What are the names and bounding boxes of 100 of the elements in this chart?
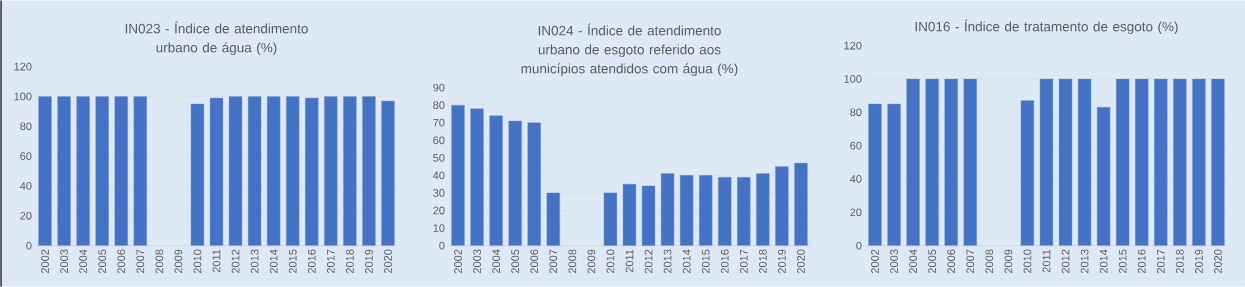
bar: [1039, 78, 1054, 246]
bar: [1173, 78, 1187, 246]
y-tick-label: 80: [20, 122, 32, 131]
y-tick-label: 60: [20, 152, 32, 160]
y-tick-label: 100: [14, 92, 32, 101]
x-tick-label: 2014: [269, 249, 278, 273]
y-tick-label: 0: [439, 241, 445, 250]
bar: [1020, 100, 1035, 246]
y-tick-label: 40: [432, 171, 445, 180]
y-tick-label: 20: [850, 208, 862, 217]
x-tick-label: 2008: [155, 249, 164, 273]
bar: [925, 78, 939, 246]
x-tick-label: 2002: [454, 249, 462, 273]
x-tick-label: 2011: [1042, 249, 1051, 273]
bar: [1211, 78, 1225, 246]
x-tick-label: 2019: [778, 249, 786, 273]
y-tick-label: 30: [433, 188, 445, 197]
x-tick-label: 2016: [720, 249, 729, 273]
chart-title: IN024 - Índice de atendimento urbano de esgoto referido aos municípios atendidos com água (%): [521, 23, 738, 76]
bar: [489, 115, 503, 246]
x-tick-label: 2006: [530, 249, 539, 273]
x-tick-label: 2010: [606, 249, 615, 273]
x-tick-label: 2012: [1061, 249, 1070, 273]
x-tick-label: 2008: [568, 249, 577, 273]
x-tick-label: 2003: [890, 249, 898, 273]
x-tick-label: 2007: [136, 249, 145, 273]
x-tick-label: 2011: [212, 249, 221, 273]
bar: [508, 120, 522, 246]
bar: [1154, 78, 1168, 246]
y-tick-label: 90: [433, 83, 445, 92]
bar: [1077, 78, 1092, 246]
x-tick-label: 2013: [663, 249, 672, 273]
x-tick-label: 2010: [1023, 249, 1032, 273]
x-tick-label: 2005: [511, 249, 520, 273]
x-tick-label: 2009: [587, 249, 596, 273]
x-tick-label: 2015: [288, 249, 297, 273]
y-tick-label: 20: [433, 206, 445, 215]
y-tick-label: 60: [433, 136, 445, 145]
x-tick-label: 2011: [625, 249, 634, 273]
y-tick-label: 60: [850, 141, 862, 150]
bar: [641, 185, 656, 246]
bar: [794, 162, 808, 246]
bar: [527, 122, 541, 246]
x-tick-label: 2019: [1194, 249, 1203, 273]
x-tick-label: 2009: [1004, 249, 1013, 273]
x-tick-label: 2015: [701, 249, 710, 273]
x-tick-label: 2014: [1099, 249, 1108, 273]
chart-title: IN023 - Índice de atendimento urbano de água (%): [125, 21, 308, 55]
y-tick-label: 80: [850, 108, 862, 117]
x-tick-label: 2005: [98, 249, 107, 273]
y-tick-label: 100: [844, 74, 862, 83]
x-tick-label: 2018: [1175, 249, 1184, 273]
x-tick-label: 2004: [79, 249, 88, 273]
bar: [718, 176, 732, 246]
x-tick-label: 2017: [739, 249, 748, 273]
y-tick-label: 40: [19, 181, 32, 190]
bar: [1058, 78, 1073, 246]
x-tick-label: 2017: [1156, 249, 1165, 273]
bar: [451, 104, 465, 246]
bar: [1115, 78, 1130, 246]
bar: [775, 166, 789, 246]
x-tick-label: 2018: [758, 249, 767, 273]
x-tick-label: 2017: [326, 249, 335, 273]
x-tick-label: 2012: [644, 249, 653, 273]
y-tick-label: 50: [433, 153, 445, 162]
x-tick-label: 2013: [1080, 249, 1089, 273]
x-tick-label: 2015: [1118, 249, 1127, 273]
y-tick-label: 120: [14, 62, 32, 71]
x-tick-label: 2002: [41, 249, 49, 273]
x-tick-label: 2020: [384, 249, 392, 273]
bar: [868, 103, 882, 246]
x-tick-label: 2008: [985, 249, 994, 273]
bar: [470, 108, 484, 246]
bar: [906, 78, 920, 246]
y-tick-label: 0: [26, 241, 32, 250]
bar: [546, 192, 560, 246]
y-tick-label: 70: [433, 118, 445, 127]
bar: [603, 192, 618, 246]
x-tick-label: 2007: [549, 249, 558, 273]
y-tick-label: 0: [856, 241, 862, 250]
bar: [1096, 106, 1111, 246]
x-tick-label: 2012: [231, 249, 240, 273]
bar: [699, 175, 713, 246]
x-tick-label: 2006: [117, 249, 126, 273]
bar: [1135, 78, 1149, 246]
x-tick-label: 2020: [1214, 249, 1222, 273]
bar: [756, 173, 770, 246]
y-tick-label: 120: [844, 41, 862, 50]
x-tick-label: 2020: [797, 249, 805, 273]
x-tick-label: 2007: [966, 249, 975, 273]
x-tick-label: 2009: [174, 249, 183, 273]
y-tick-label: 10: [433, 224, 445, 232]
x-tick-label: 2002: [871, 249, 879, 273]
bar: [737, 176, 751, 246]
x-tick-label: 2004: [909, 249, 917, 273]
x-tick-label: 2018: [345, 249, 354, 273]
y-tick-label: 40: [849, 174, 862, 183]
x-tick-label: 2010: [193, 249, 202, 273]
x-tick-label: 2019: [365, 249, 373, 273]
bar: [944, 78, 958, 246]
